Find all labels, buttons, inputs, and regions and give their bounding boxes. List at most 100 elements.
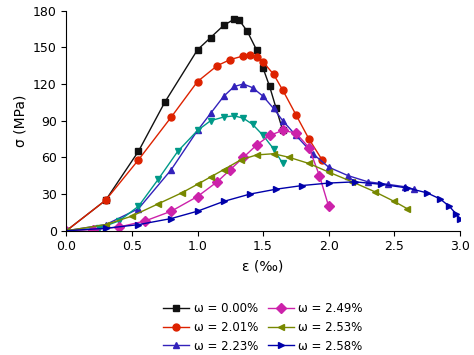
ω = 2.23% bbox=[221, 94, 227, 98]
ω = 2.53% bbox=[155, 202, 161, 206]
ω = 0.00% bbox=[162, 100, 167, 104]
ω = 2.49% bbox=[228, 168, 233, 172]
ω = 2.40% bbox=[280, 162, 285, 166]
ω = 2.40% bbox=[221, 115, 227, 119]
Line: ω = 2.53%: ω = 2.53% bbox=[63, 150, 411, 234]
ω = 2.23% bbox=[240, 82, 246, 86]
ω = 2.49% bbox=[326, 204, 331, 208]
ω = 2.23% bbox=[385, 182, 391, 186]
ω = 2.40% bbox=[96, 226, 102, 230]
ω = 2.01% bbox=[280, 88, 285, 92]
ω = 2.53% bbox=[326, 170, 331, 174]
ω = 2.58% bbox=[457, 217, 463, 221]
ω = 2.58% bbox=[64, 229, 69, 233]
ω = 2.23% bbox=[64, 229, 69, 233]
ω = 2.58% bbox=[136, 223, 141, 227]
ω = 2.40% bbox=[136, 204, 141, 208]
ω = 2.23% bbox=[195, 129, 201, 133]
ω = 2.58% bbox=[221, 199, 227, 203]
ω = 0.00% bbox=[136, 149, 141, 153]
ω = 2.53% bbox=[254, 153, 259, 157]
Line: ω = 2.40%: ω = 2.40% bbox=[63, 112, 286, 234]
ω = 2.58% bbox=[352, 180, 358, 184]
ω = 0.00% bbox=[237, 18, 242, 23]
ω = 2.23% bbox=[411, 187, 417, 191]
ω = 0.00% bbox=[280, 129, 285, 133]
ω = 2.53% bbox=[221, 168, 227, 172]
ω = 2.01% bbox=[168, 115, 174, 119]
ω = 2.40% bbox=[250, 122, 255, 126]
ω = 2.58% bbox=[247, 192, 253, 196]
ω = 2.23% bbox=[168, 168, 174, 172]
ω = 2.58% bbox=[195, 209, 201, 213]
ω = 2.23% bbox=[250, 86, 255, 90]
ω = 2.01% bbox=[240, 54, 246, 58]
ω = 2.49% bbox=[168, 209, 174, 213]
ω = 2.58% bbox=[447, 204, 452, 208]
ω = 2.58% bbox=[326, 181, 331, 185]
ω = 2.01% bbox=[228, 58, 233, 62]
ω = 0.00% bbox=[221, 23, 227, 27]
ω = 2.58% bbox=[300, 184, 305, 188]
ω = 2.53% bbox=[64, 229, 69, 233]
ω = 2.23% bbox=[271, 106, 276, 111]
ω = 0.00% bbox=[273, 106, 279, 111]
ω = 2.53% bbox=[208, 175, 213, 179]
ω = 2.23% bbox=[402, 185, 408, 189]
ω = 2.01% bbox=[103, 198, 109, 202]
ω = 2.49% bbox=[214, 180, 220, 184]
ω = 2.01% bbox=[319, 158, 325, 162]
ω = 2.53% bbox=[103, 223, 109, 227]
Y-axis label: σ (MPa): σ (MPa) bbox=[13, 94, 27, 147]
ω = 2.40% bbox=[155, 177, 161, 181]
ω = 2.01% bbox=[214, 64, 220, 68]
ω = 2.40% bbox=[271, 147, 276, 151]
ω = 2.49% bbox=[254, 143, 259, 147]
ω = 0.00% bbox=[64, 229, 69, 233]
ω = 0.00% bbox=[267, 84, 273, 89]
ω = 2.58% bbox=[378, 182, 384, 186]
ω = 2.23% bbox=[260, 94, 266, 98]
ω = 2.01% bbox=[293, 113, 299, 117]
ω = 2.53% bbox=[286, 155, 292, 159]
ω = 2.40% bbox=[175, 149, 181, 153]
ω = 2.58% bbox=[404, 186, 410, 190]
ω = 2.58% bbox=[437, 197, 443, 201]
ω = 2.23% bbox=[231, 84, 237, 89]
ω = 2.53% bbox=[306, 162, 312, 166]
ω = 2.53% bbox=[179, 191, 184, 195]
Line: ω = 2.58%: ω = 2.58% bbox=[63, 178, 463, 234]
ω = 2.49% bbox=[90, 228, 95, 232]
ω = 2.23% bbox=[310, 152, 316, 156]
ω = 2.23% bbox=[103, 223, 109, 227]
Line: ω = 0.00%: ω = 0.00% bbox=[63, 16, 286, 234]
ω = 2.58% bbox=[453, 212, 459, 216]
ω = 2.49% bbox=[280, 129, 285, 133]
ω = 2.01% bbox=[247, 53, 253, 57]
ω = 0.00% bbox=[245, 29, 250, 34]
ω = 0.00% bbox=[254, 48, 259, 52]
ω = 2.53% bbox=[392, 199, 397, 203]
ω = 0.00% bbox=[103, 198, 109, 202]
ω = 2.49% bbox=[142, 219, 148, 223]
ω = 2.49% bbox=[317, 174, 322, 178]
Line: ω = 2.49%: ω = 2.49% bbox=[63, 127, 332, 234]
ω = 2.23% bbox=[280, 119, 285, 123]
Line: ω = 2.01%: ω = 2.01% bbox=[63, 51, 326, 234]
Legend: ω = 0.00%, ω = 2.01%, ω = 2.23%, ω = 2.40%, ω = 2.49%, ω = 2.53%, ω = 2.58%: ω = 0.00%, ω = 2.01%, ω = 2.23%, ω = 2.4… bbox=[160, 298, 366, 355]
ω = 2.40% bbox=[195, 129, 201, 133]
ω = 2.23% bbox=[326, 165, 331, 169]
ω = 2.53% bbox=[349, 180, 355, 184]
ω = 2.49% bbox=[267, 133, 273, 137]
ω = 2.58% bbox=[103, 226, 109, 230]
ω = 0.00% bbox=[195, 48, 201, 52]
ω = 2.53% bbox=[271, 152, 276, 156]
ω = 2.53% bbox=[404, 207, 410, 211]
ω = 2.01% bbox=[306, 137, 312, 141]
ω = 2.23% bbox=[365, 180, 371, 184]
ω = 2.49% bbox=[116, 225, 122, 229]
ω = 2.58% bbox=[273, 187, 279, 191]
ω = 2.23% bbox=[208, 111, 213, 115]
ω = 2.53% bbox=[129, 214, 135, 218]
ω = 2.58% bbox=[424, 191, 430, 195]
